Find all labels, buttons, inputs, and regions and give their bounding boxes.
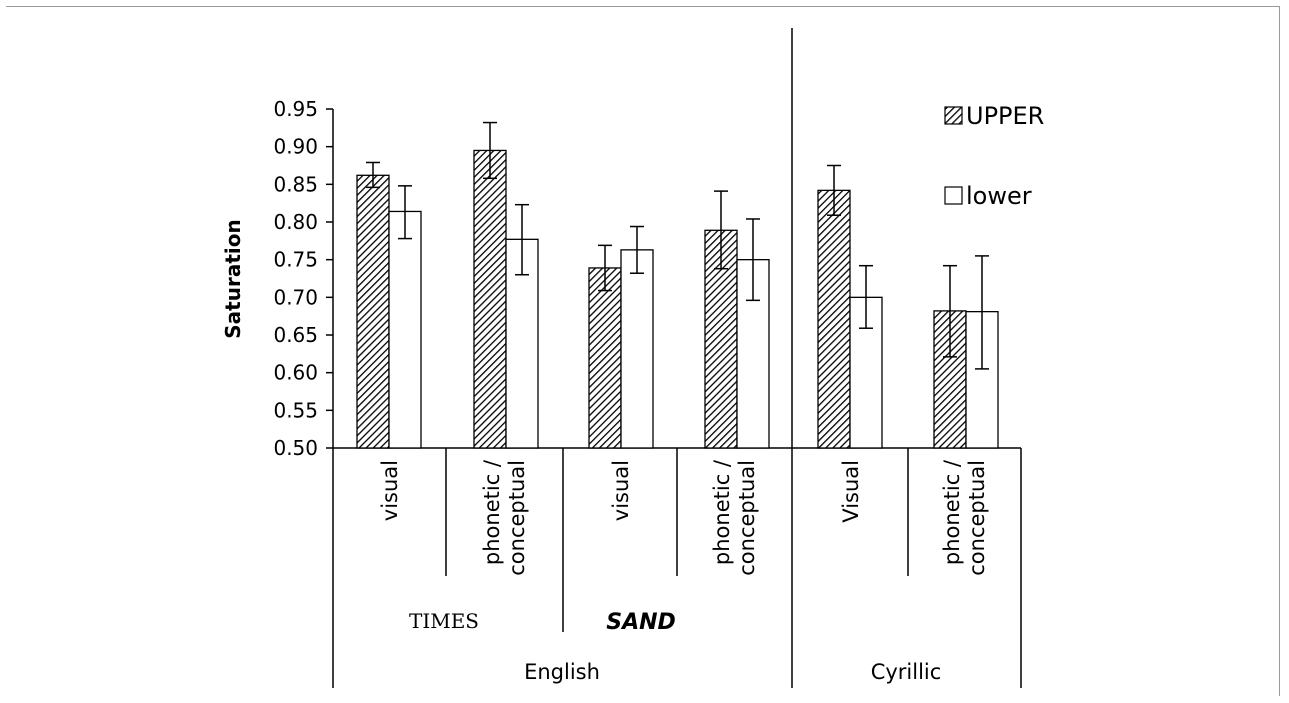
category-label: Visual (839, 460, 863, 523)
bar-lower (620, 249, 654, 449)
category-label: conceptual (965, 460, 989, 576)
category-label: visual (378, 460, 402, 521)
y-tick-label: 0.70 (273, 285, 318, 309)
y-tick-label: 0.60 (273, 361, 318, 385)
bar-upper (817, 189, 851, 449)
font-label-sand: SAND (606, 610, 676, 635)
bar-lower (388, 210, 422, 449)
group-label-english: English (524, 660, 600, 684)
category-label: conceptual (505, 460, 529, 576)
y-tick-label: 0.50 (273, 436, 318, 460)
category-label: phonetic / (940, 459, 964, 565)
legend-swatch-lower (944, 186, 963, 205)
bar-upper (473, 149, 507, 449)
y-tick-label: 0.80 (273, 210, 318, 234)
legend: UPPER lower (944, 102, 1044, 210)
y-axis-title: Saturation (221, 219, 245, 338)
group-label-cyrillic: Cyrillic (871, 660, 942, 684)
category-label: phonetic / (710, 459, 734, 565)
legend-swatch-upper (944, 106, 963, 125)
y-tick-label: 0.55 (273, 398, 318, 422)
y-tick-label: 0.95 (273, 97, 318, 121)
bar-upper (356, 174, 390, 449)
category-label: conceptual (735, 460, 759, 576)
y-tick-label: 0.75 (273, 248, 318, 272)
legend-label-upper: UPPER (966, 102, 1044, 130)
bar-upper (588, 267, 622, 449)
y-tick-label: 0.90 (273, 135, 318, 159)
legend-label-lower: lower (966, 182, 1032, 210)
figure-frame (6, 6, 1280, 696)
category-label: visual (609, 460, 633, 521)
y-tick-label: 0.85 (273, 172, 318, 196)
font-label-times: TIMES (409, 609, 479, 633)
y-tick-label: 0.65 (273, 323, 318, 347)
category-label: phonetic / (480, 459, 504, 565)
